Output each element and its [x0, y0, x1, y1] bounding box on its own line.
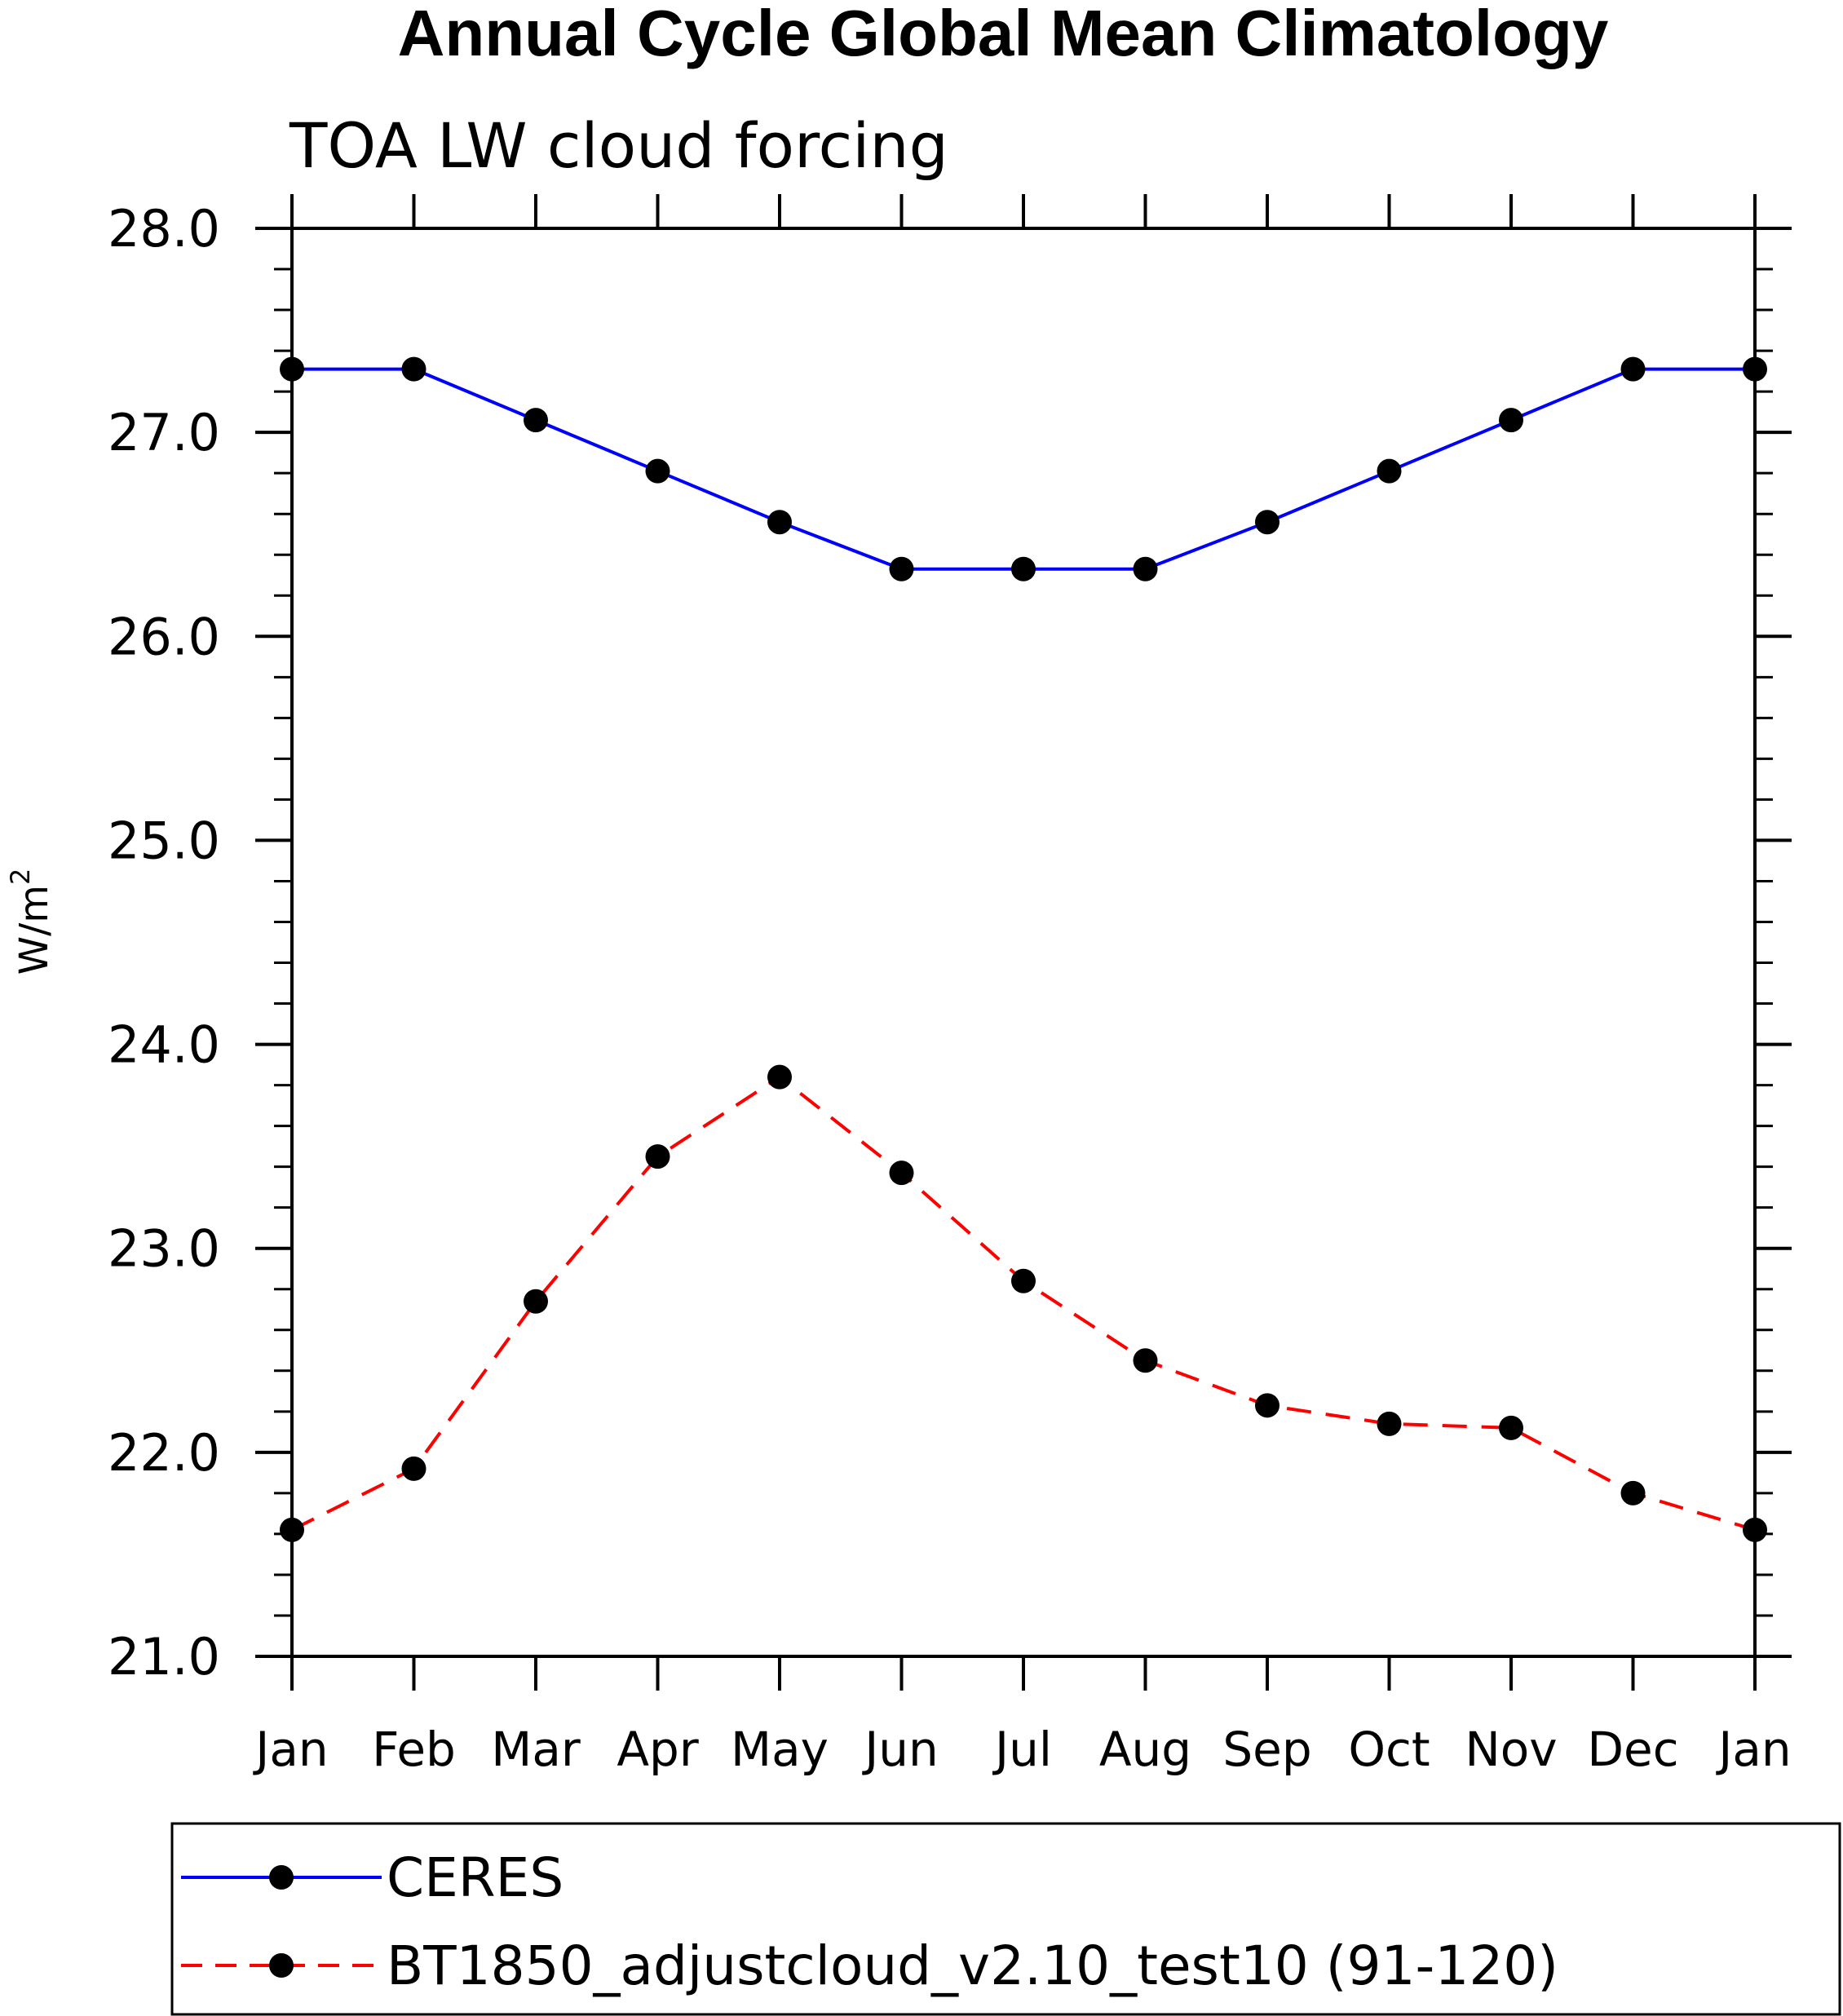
- series-1-point: [1743, 1517, 1767, 1542]
- legend-marker-ceres: [269, 1865, 294, 1890]
- legend-box: [170, 1822, 1841, 2016]
- series-0-point: [1499, 408, 1523, 433]
- series-1-point: [1499, 1415, 1523, 1440]
- series-0-point: [1620, 356, 1646, 382]
- plot-axes: [255, 194, 1792, 1691]
- series-0-point: [1133, 556, 1158, 581]
- x-tick-label: Mar: [491, 1722, 581, 1777]
- y-tick-label: 23.0: [108, 1219, 220, 1279]
- y-axis-label-text: W/m: [11, 885, 57, 975]
- y-tick-labels: 21.0 22.0 23.0 24.0 25.0 26.0 27.0 28.0: [108, 199, 220, 1687]
- y-tick-label: 27.0: [108, 403, 220, 462]
- x-tick-label: Jan: [253, 1722, 328, 1777]
- x-tick-label: Nov: [1465, 1722, 1557, 1777]
- x-tick-label: Apr: [617, 1722, 698, 1777]
- x-tick-label: Oct: [1348, 1722, 1430, 1777]
- series-0-point: [1011, 556, 1036, 581]
- series-1-point: [889, 1161, 914, 1186]
- x-tick-label: Aug: [1099, 1722, 1191, 1777]
- y-tick-label: 25.0: [108, 811, 220, 870]
- x-tick-labels: Jan Feb Mar Apr May Jun Jul Aug Sep Oct Nov Dec Jan: [253, 1722, 1791, 1777]
- y-tick-label: 22.0: [108, 1423, 220, 1483]
- y-tick-label: 24.0: [108, 1015, 220, 1075]
- series-0-point: [767, 510, 792, 535]
- legend-label-model: BT1850_adjustcloud_v2.10_test10 (91-120): [387, 1934, 1558, 1997]
- x-tick-label: Jul: [992, 1722, 1052, 1777]
- chart-subtitle: TOA LW cloud forcing: [289, 109, 948, 182]
- x-tick-label: Jan: [1716, 1722, 1791, 1777]
- series-0-point: [1743, 356, 1767, 382]
- series-1-point: [280, 1517, 304, 1542]
- x-tick-label: Feb: [372, 1722, 456, 1777]
- series-1-point: [524, 1289, 548, 1314]
- series-1-point: [1133, 1348, 1158, 1373]
- series-1-point: [1011, 1268, 1036, 1293]
- series-0-point: [280, 356, 304, 382]
- y-tick-label: 21.0: [108, 1627, 220, 1687]
- series-0-point: [1255, 510, 1279, 535]
- series-layer: [280, 356, 1767, 1542]
- x-tick-label: Jun: [862, 1722, 939, 1777]
- legend-label-ceres: CERES: [387, 1846, 564, 1909]
- y-tick-label: 26.0: [108, 607, 220, 666]
- series-1-point: [767, 1064, 792, 1090]
- series-line-0: [292, 367, 1755, 571]
- series-1-point: [401, 1456, 426, 1481]
- series-1-point: [1255, 1393, 1279, 1418]
- series-1-point: [645, 1144, 670, 1169]
- series-0-point: [1377, 458, 1402, 484]
- legend: CERES BT1850_adjustcloud_v2.10_test10 (9…: [170, 1822, 1841, 2016]
- x-tick-label: May: [731, 1722, 829, 1777]
- x-tick-label: Dec: [1587, 1722, 1678, 1777]
- y-axis-label-superscript: 2: [5, 869, 36, 885]
- x-tick-label: Sep: [1222, 1722, 1311, 1777]
- series-0-point: [401, 356, 426, 382]
- series-1-point: [1620, 1480, 1646, 1505]
- series-1-point: [1377, 1411, 1402, 1436]
- chart-title: Annual Cycle Global Mean Climatology: [398, 0, 1609, 69]
- legend-marker-model: [269, 1953, 294, 1978]
- series-0-point: [645, 458, 670, 484]
- series-0-point: [889, 556, 914, 581]
- y-tick-label: 28.0: [108, 199, 220, 259]
- series-0-point: [524, 408, 548, 433]
- y-axis-label: W/m2: [5, 869, 57, 975]
- series-line-1: [291, 1075, 1756, 1532]
